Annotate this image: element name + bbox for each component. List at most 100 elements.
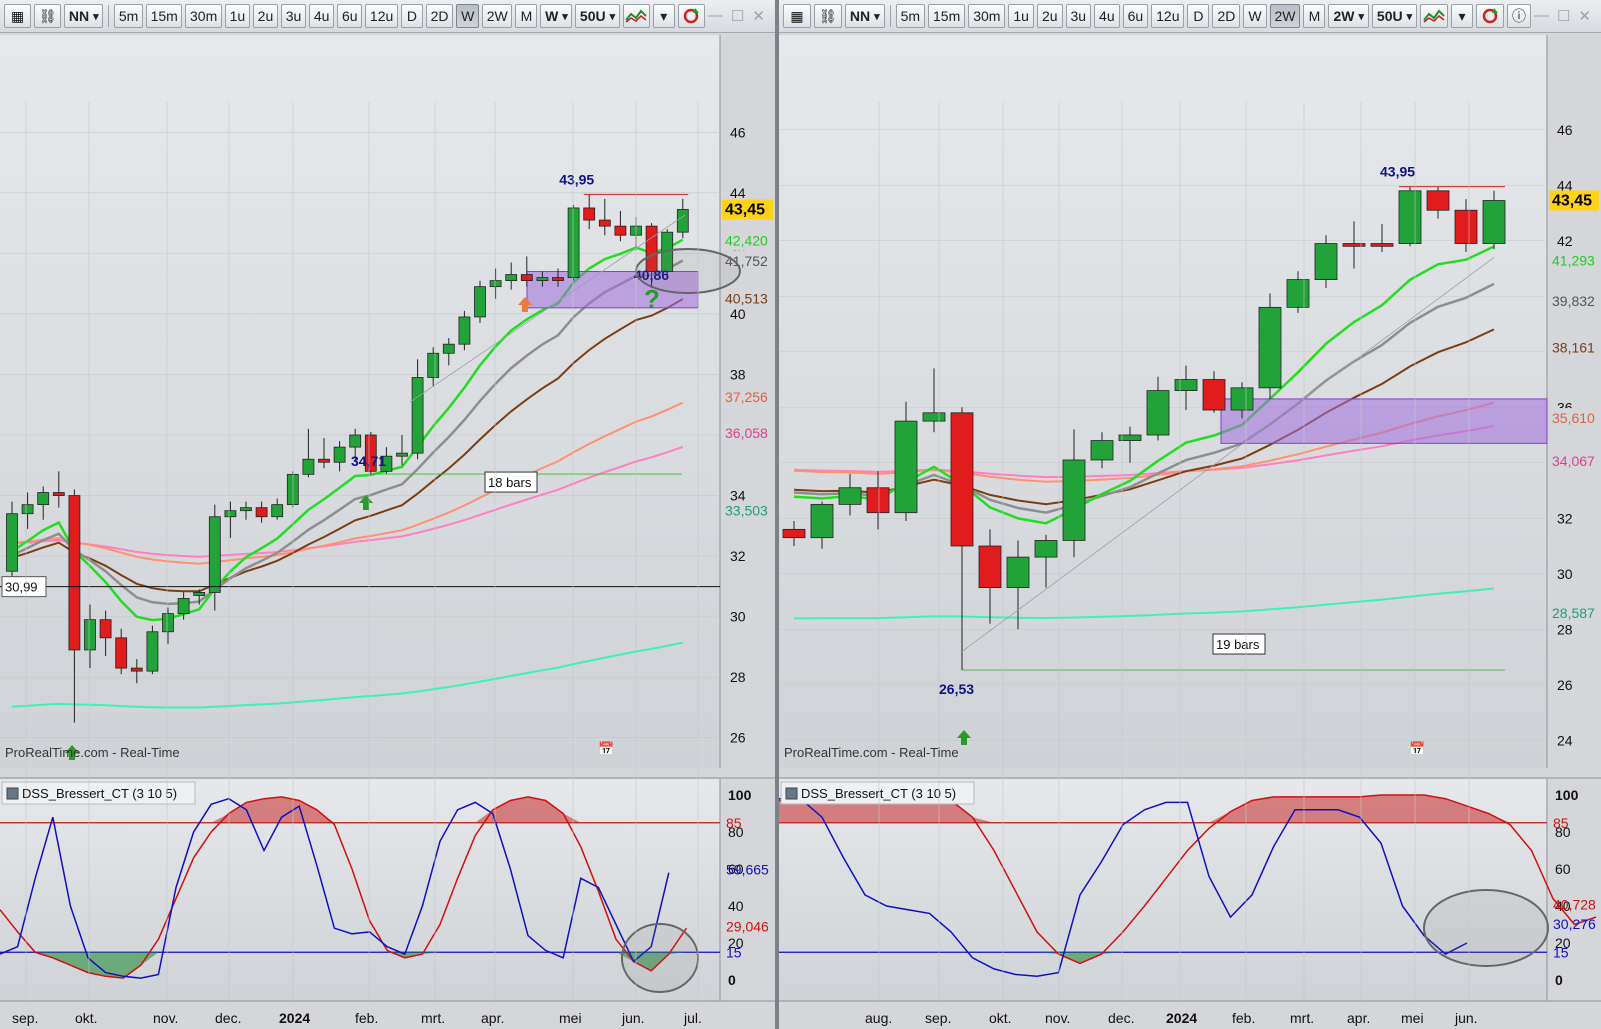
interval-button-12u[interactable]: 12u — [365, 4, 398, 28]
ema-21-line — [11, 298, 684, 593]
minimize-icon[interactable]: — — [707, 7, 723, 24]
dropdown-arrow-icon[interactable]: ▾ — [1451, 4, 1474, 28]
candle-body — [396, 452, 408, 457]
units-select[interactable]: 50U — [575, 4, 620, 28]
watermark: ProRealTime.com - Real-Time — [784, 745, 959, 760]
interval-button-4u[interactable]: 4u — [309, 4, 335, 28]
link-icon[interactable]: ⛓ — [34, 4, 62, 28]
candle-body — [978, 545, 1002, 589]
close-icon[interactable]: ✕ — [1578, 8, 1591, 25]
candle-body — [162, 613, 174, 633]
oscillator-tick-label: 100 — [728, 787, 752, 803]
close-icon[interactable]: ✕ — [752, 8, 765, 25]
interval-button-30m[interactable]: 30m — [968, 4, 1006, 28]
price-label-box — [1549, 190, 1599, 211]
price-tick-label: 28 — [1557, 621, 1573, 637]
oscillator-tick-label: 40 — [728, 898, 744, 914]
oscillator-tick-label: 40 — [1555, 898, 1571, 914]
calendar-icon[interactable]: 📅 — [1409, 741, 1426, 756]
maximize-icon[interactable]: ☐ — [730, 8, 745, 25]
candle-body — [489, 280, 502, 288]
price-label-box — [1549, 408, 1599, 429]
candle-body — [1314, 243, 1338, 280]
legend-swatch-icon — [6, 787, 19, 800]
interval-button-30m[interactable]: 30m — [185, 4, 222, 28]
price-label-box — [1549, 602, 1599, 623]
chart-tools-icon[interactable]: ▦ — [4, 4, 32, 28]
time-tick-label: nov. — [1045, 1010, 1070, 1026]
dss-signal-line — [0, 796, 688, 979]
interval-button-d[interactable]: D — [1187, 4, 1210, 28]
price-label-box — [722, 386, 773, 407]
interval-button-6u[interactable]: 6u — [337, 4, 363, 28]
interval-button-m[interactable]: M — [515, 4, 538, 28]
period-select[interactable]: W — [540, 4, 573, 28]
price-axis — [1547, 35, 1601, 768]
pane-divider[interactable] — [775, 0, 779, 1029]
price-tick-label: 40 — [730, 306, 746, 322]
interval-button-1u[interactable]: 1u — [1008, 4, 1034, 28]
link-icon[interactable]: ⛓ — [813, 4, 842, 28]
price-label: 35,610 — [1552, 410, 1595, 426]
indicator-icon[interactable] — [622, 4, 650, 28]
interval-button-2w[interactable]: 2W — [482, 4, 513, 28]
maximize-icon[interactable]: ☐ — [1556, 8, 1571, 25]
time-tick-label: sep. — [12, 1010, 38, 1026]
dropdown-arrow-icon[interactable]: ▾ — [652, 4, 675, 28]
time-tick-label: okt. — [989, 1010, 1012, 1026]
interval-button-12u[interactable]: 12u — [1151, 4, 1185, 28]
refresh-icon[interactable] — [1476, 4, 1504, 28]
chart-pane-2weekly[interactable]: ▦⛓NN5m15m30m1u2u3u4u6u12uD2DW2WM2W50U▾ⓘ—… — [779, 0, 1601, 1029]
refresh-icon[interactable] — [677, 4, 705, 28]
units-select[interactable]: 50U — [1371, 4, 1418, 28]
chart-pane-weekly[interactable]: ▦⛓NN5m15m30m1u2u3u4u6u12uD2DW2WMW50U▾—☐✕… — [0, 0, 775, 1029]
interval-button-3u[interactable]: 3u — [1065, 4, 1092, 28]
interval-button-5m[interactable]: 5m — [114, 4, 144, 28]
interval-button-2u[interactable]: 2u — [1036, 4, 1063, 28]
price-chart-2weekly[interactable]: 46444240383634323028262443,9543,4541,293… — [779, 0, 1601, 1029]
highlight-circle — [1423, 889, 1549, 967]
minimize-icon[interactable]: — — [1533, 7, 1549, 24]
interval-button-w[interactable]: W — [1243, 4, 1267, 28]
time-axis — [0, 1001, 775, 1029]
candle-body — [810, 503, 834, 539]
symbol-select[interactable]: NN — [64, 4, 104, 28]
symbol-select[interactable]: NN — [844, 4, 885, 28]
chart-tools-icon[interactable]: ▦ — [783, 4, 811, 28]
overbought-area — [779, 795, 1596, 823]
candle-body — [1426, 190, 1450, 211]
interval-button-d[interactable]: D — [400, 4, 423, 28]
interval-button-1u[interactable]: 1u — [224, 4, 250, 28]
time-tick-label: mrt. — [1290, 1010, 1314, 1026]
price-tick-label: 46 — [730, 124, 746, 140]
interval-button-5m[interactable]: 5m — [895, 4, 926, 28]
calendar-icon[interactable]: 📅 — [598, 741, 615, 756]
interval-button-15m[interactable]: 15m — [928, 4, 966, 28]
interval-button-2d[interactable]: 2D — [1212, 4, 1241, 28]
interval-button-3u[interactable]: 3u — [281, 4, 307, 28]
info-icon[interactable]: ⓘ — [1507, 4, 1531, 28]
interval-button-6u[interactable]: 6u — [1122, 4, 1149, 28]
candle-body — [1202, 379, 1226, 411]
interval-button-2w[interactable]: 2W — [1269, 4, 1301, 28]
time-tick-label: feb. — [1232, 1010, 1255, 1026]
time-tick-label: mei — [1401, 1010, 1424, 1026]
interval-button-w[interactable]: W — [456, 4, 480, 28]
candle-body — [349, 434, 362, 448]
interval-button-2u[interactable]: 2u — [252, 4, 278, 28]
candle-body — [782, 528, 806, 539]
period-select[interactable]: 2W — [1328, 4, 1369, 28]
price-chart-weekly[interactable]: 464442403836343230282643,9543,4542,42041… — [0, 0, 775, 1029]
oscillator-tick-label: 80 — [728, 824, 744, 840]
candle-body — [99, 619, 112, 639]
indicator-icon[interactable] — [1420, 4, 1449, 28]
interval-button-4u[interactable]: 4u — [1094, 4, 1120, 28]
candle-body — [520, 274, 533, 282]
bars-count-box — [1212, 633, 1266, 655]
dss-main-line — [779, 797, 1468, 978]
interval-button-15m[interactable]: 15m — [146, 4, 183, 28]
ema-200-line — [793, 587, 1495, 620]
interval-button-2d[interactable]: 2D — [425, 4, 454, 28]
price-tick-label: 34 — [730, 488, 746, 504]
interval-button-m[interactable]: M — [1303, 4, 1326, 28]
